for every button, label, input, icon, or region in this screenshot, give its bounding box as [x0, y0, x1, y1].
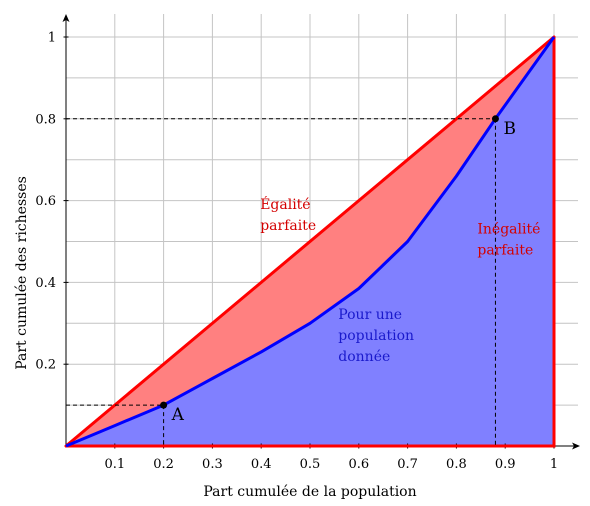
- inequality-line: [66, 37, 556, 448]
- equality-line: [64, 35, 556, 448]
- x-tick-label: 0.6: [348, 457, 369, 472]
- x-tick-label: 0.9: [495, 457, 516, 472]
- guide-lines: [66, 118, 496, 446]
- point-label-a: A: [171, 405, 185, 425]
- annotation-3: Inégalité parfaite: [477, 221, 540, 258]
- area-under-curve: [66, 37, 554, 446]
- y-tick-label: 1: [48, 31, 56, 46]
- annotation-line: population: [338, 328, 414, 344]
- point-b: [491, 115, 499, 123]
- series-lines: [64, 35, 556, 448]
- x-axis-arrow: [572, 442, 580, 450]
- lorenz-curve: [65, 36, 556, 448]
- annotation-line: Pour une: [338, 307, 402, 323]
- x-tick-label: 1: [550, 457, 558, 472]
- labels: 0.1 0.2 0.3 0.4 0.5 0.6 0.7 0.8 0.9 1 0.2 0.4 0.6 0.8…: [14, 31, 558, 501]
- y-tick-label: 0.2: [35, 358, 56, 373]
- annotation-line: donnée: [338, 349, 390, 365]
- y-tick-label: 0.6: [35, 194, 56, 209]
- x-axis-title: Part cumulée de la population: [203, 484, 416, 500]
- x-tick-label: 0.1: [104, 457, 125, 472]
- x-tick-label: 0.3: [202, 457, 223, 472]
- points: [160, 115, 499, 409]
- y-axis-arrow: [62, 14, 70, 22]
- annotation-line: Égalité: [260, 195, 310, 213]
- y-tick-label: 0.8: [35, 112, 56, 127]
- y-axis-title: Part cumulée des richesses: [14, 176, 30, 370]
- x-tick-label: 0.2: [153, 457, 174, 472]
- annotation-1: Égalité parfaite: [260, 195, 316, 234]
- x-tick-label: 0.8: [446, 457, 467, 472]
- annotation-line: parfaite: [260, 218, 316, 234]
- annotation-2: Pour une population donnée: [338, 307, 414, 365]
- x-tick-label: 0.4: [251, 457, 272, 472]
- x-tick-label: 0.7: [397, 457, 418, 472]
- annotation-line: parfaite: [477, 242, 533, 258]
- annotation-line: Inégalité: [477, 221, 540, 237]
- point-label-b: B: [503, 119, 516, 139]
- y-tick-label: 0.4: [35, 276, 56, 291]
- point-a: [160, 401, 168, 409]
- x-tick-label: 0.5: [300, 457, 321, 472]
